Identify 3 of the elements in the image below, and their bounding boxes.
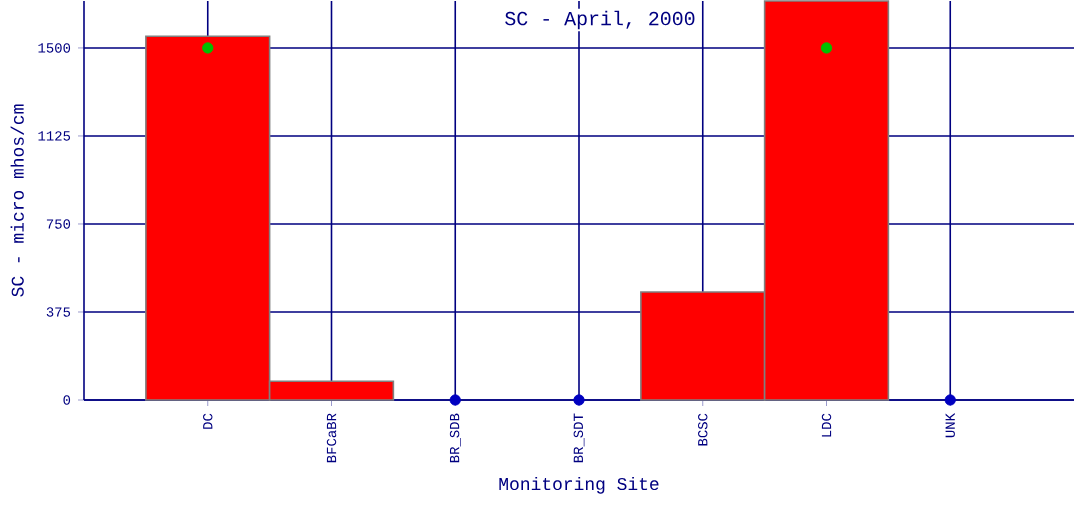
- chart-title: SC - April, 2000: [505, 10, 695, 30]
- x-axis-title: Monitoring Site: [499, 476, 659, 494]
- y-axis-title: SC - micro mhos/cm: [10, 104, 24, 297]
